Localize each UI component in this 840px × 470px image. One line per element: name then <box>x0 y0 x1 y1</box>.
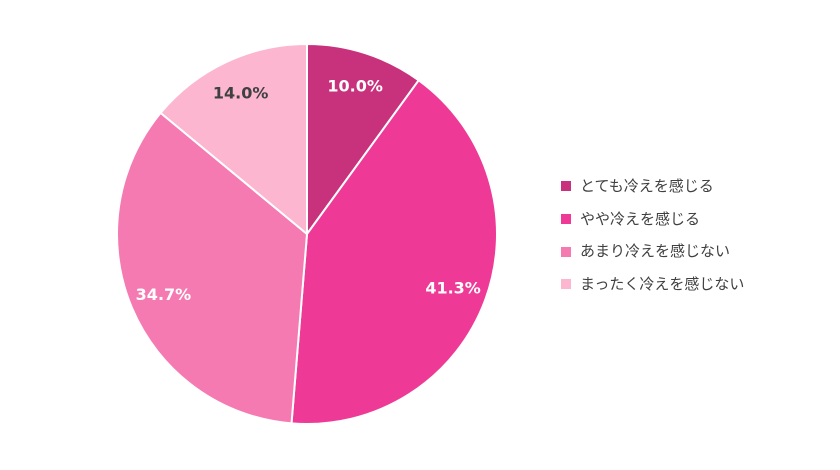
chart-legend: とても冷えを感じる やや冷えを感じる あまり冷えを感じない まったく冷えを感じな… <box>561 170 821 301</box>
pie-slice <box>306 43 420 235</box>
legend-label: とても冷えを感じる <box>580 176 714 195</box>
legend-item: やや冷えを感じる <box>561 203 821 236</box>
legend-item: まったく冷えを感じない <box>561 268 821 301</box>
legend-label: まったく冷えを感じない <box>580 274 745 293</box>
legend-item: あまり冷えを感じない <box>561 235 821 268</box>
legend-swatch <box>561 181 571 192</box>
pie-slices <box>116 43 498 425</box>
pie-data-label: 14.0% <box>213 84 269 103</box>
legend-label: やや冷えを感じる <box>580 209 701 228</box>
legend-swatch <box>561 246 571 257</box>
legend-swatch <box>561 279 571 290</box>
pie-slice <box>290 79 498 425</box>
legend-label: あまり冷えを感じない <box>580 242 731 261</box>
pie-slice <box>116 111 308 425</box>
pie-data-label: 34.7% <box>136 285 192 304</box>
pie-slice <box>159 43 308 235</box>
legend-swatch <box>561 214 571 225</box>
pie-data-label: 41.3% <box>425 279 481 298</box>
legend-item: とても冷えを感じる <box>561 170 821 203</box>
pie-data-labels: 10.0% 41.3% 34.7% 14.0% <box>136 76 481 304</box>
pie-data-label: 10.0% <box>327 76 383 95</box>
